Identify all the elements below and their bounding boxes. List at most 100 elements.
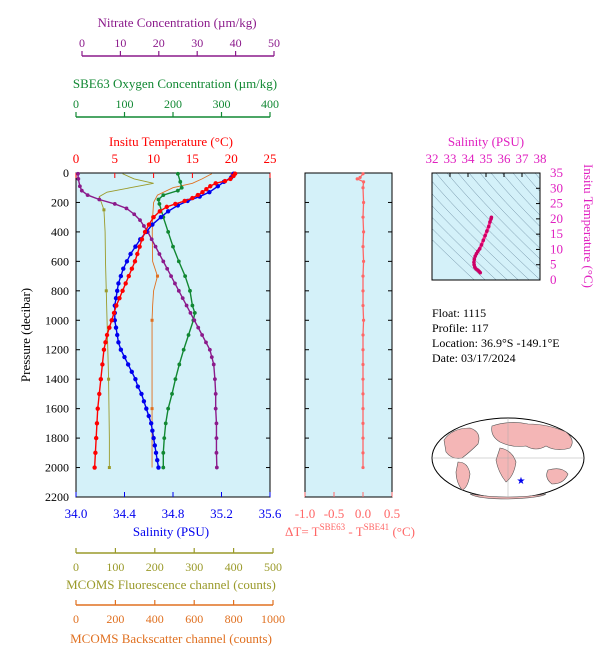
temperature-point (151, 214, 156, 220)
oxygen-point (171, 244, 175, 249)
delta-t-point (361, 318, 366, 322)
ts-density-contour (435, 173, 540, 280)
ts-density-contour (457, 173, 540, 260)
temperature-point (103, 340, 108, 345)
ts-salinity-axis-label: Salinity (PSU) (448, 134, 524, 149)
temperature-point (94, 421, 100, 426)
backscatter-tick-label: 400 (146, 612, 164, 626)
temperature-point (200, 189, 205, 195)
salinity-point (113, 295, 119, 301)
temperature-point (208, 184, 213, 189)
ts-point (472, 260, 476, 265)
temperature-point (204, 187, 209, 192)
salinity-point (141, 399, 147, 404)
ts-y-tick-label: 10 (550, 241, 563, 256)
salinity-tick-label: 34.8 (162, 506, 185, 521)
ts-point (477, 247, 482, 251)
delta-t-axis-ticks: -1.0 -0.5 0.0 0.5 (295, 172, 400, 521)
delta-t-tick-label: 0.0 (355, 506, 371, 521)
nitrate-tick-label: 20 (153, 36, 165, 50)
temperature-point (95, 406, 100, 411)
nitrate-point (214, 436, 219, 440)
ts-density-contour (446, 173, 540, 270)
oxygen-point (166, 406, 171, 411)
nitrate-point (214, 450, 219, 455)
nitrate-point (204, 340, 208, 345)
nitrate-point (213, 392, 218, 396)
ts-y-tick-label: 0 (550, 272, 557, 287)
oxygen-tick-label: 200 (164, 97, 182, 111)
temperature-point (101, 347, 107, 352)
profile-number: Profile: 117 (432, 321, 489, 335)
delta-t-plot-background (304, 172, 393, 498)
temperature-point (104, 332, 110, 338)
oxygen-point (166, 230, 171, 234)
nitrate-axis: Nitrate Concentration (µm/kg) 0 10 20 30 40 5… (79, 15, 280, 57)
salinity-point (135, 384, 141, 389)
oxygen-point (161, 193, 166, 197)
nitrate-point (77, 184, 82, 189)
temperature-point (98, 376, 104, 382)
delta-t-point (361, 407, 365, 411)
pressure-tick-label: 1800 (45, 431, 69, 445)
delta-t-point (361, 186, 365, 190)
ts-density-contour (432, 180, 530, 280)
oxygen-point (186, 333, 191, 337)
nitrate-point (176, 288, 181, 293)
salinity-point (151, 435, 156, 441)
backscatter-tick-label: 600 (185, 612, 203, 626)
temperature-tick-label: 10 (147, 151, 160, 166)
nitrate-point (124, 206, 129, 211)
nitrate-point (214, 465, 219, 470)
nitrate-point (161, 259, 166, 264)
backscatter-tick-label: 1000 (261, 612, 285, 626)
nitrate-axis-ticks: 0 10 20 30 40 50 (79, 36, 280, 56)
pressure-tick-label: 0 (63, 166, 69, 180)
salinity-point (118, 347, 124, 352)
temperature-tick-label: 15 (186, 151, 199, 166)
temperature-point (100, 362, 105, 367)
ts-y-tick-label: 20 (550, 211, 563, 226)
fluorescence-tick-label: 200 (146, 560, 164, 574)
temperature-point (93, 450, 98, 456)
temperature-point (213, 181, 218, 186)
oxygen-point (176, 259, 181, 264)
backscatter-axis-ticks: 0 200 400 600 800 1000 (73, 600, 285, 626)
fluorescence-tick-label: 400 (225, 560, 243, 574)
temperature-point (190, 195, 195, 201)
oxygen-tick-label: 100 (116, 97, 134, 111)
salinity-point (124, 259, 130, 264)
nitrate-tick-label: 50 (268, 36, 280, 50)
delta-t-point (361, 180, 366, 184)
ts-y-tick-label: 30 (550, 180, 563, 195)
ts-density-contour (512, 173, 540, 204)
ts-point (488, 220, 492, 224)
backscatter-point (155, 274, 159, 278)
nitrate-point (142, 224, 146, 228)
temperature-tick-label: 25 (264, 151, 277, 166)
oxygen-tick-label: 300 (213, 97, 231, 111)
delta-t-point (361, 348, 365, 352)
salinity-point (133, 376, 138, 382)
delta-t-point (355, 177, 359, 181)
oxygen-axis: SBE63 Oxygen Concentration (µm/kg) 0 100 2… (73, 76, 279, 118)
ts-density-contour (468, 173, 540, 249)
salinity-point (146, 413, 151, 419)
backscatter-tick-label: 800 (225, 612, 243, 626)
pressure-tick-label: 2200 (45, 490, 69, 504)
ts-plot-background (432, 173, 540, 280)
oxygen-point (175, 188, 180, 193)
world-map: ★ (431, 417, 585, 500)
nitrate-point (138, 218, 142, 223)
salinity-point (150, 428, 155, 433)
pressure-tick-label: 1400 (45, 372, 69, 386)
pressure-tick-label: 1600 (45, 402, 69, 416)
salinity-tick-label: 34.0 (65, 506, 88, 521)
oxygen-tick-label: 400 (261, 97, 279, 111)
pressure-tick-label: 800 (51, 284, 69, 298)
temperature-point (146, 222, 152, 227)
nitrate-point (184, 303, 189, 308)
delta-t-point (361, 230, 366, 234)
nitrate-point (214, 421, 219, 426)
